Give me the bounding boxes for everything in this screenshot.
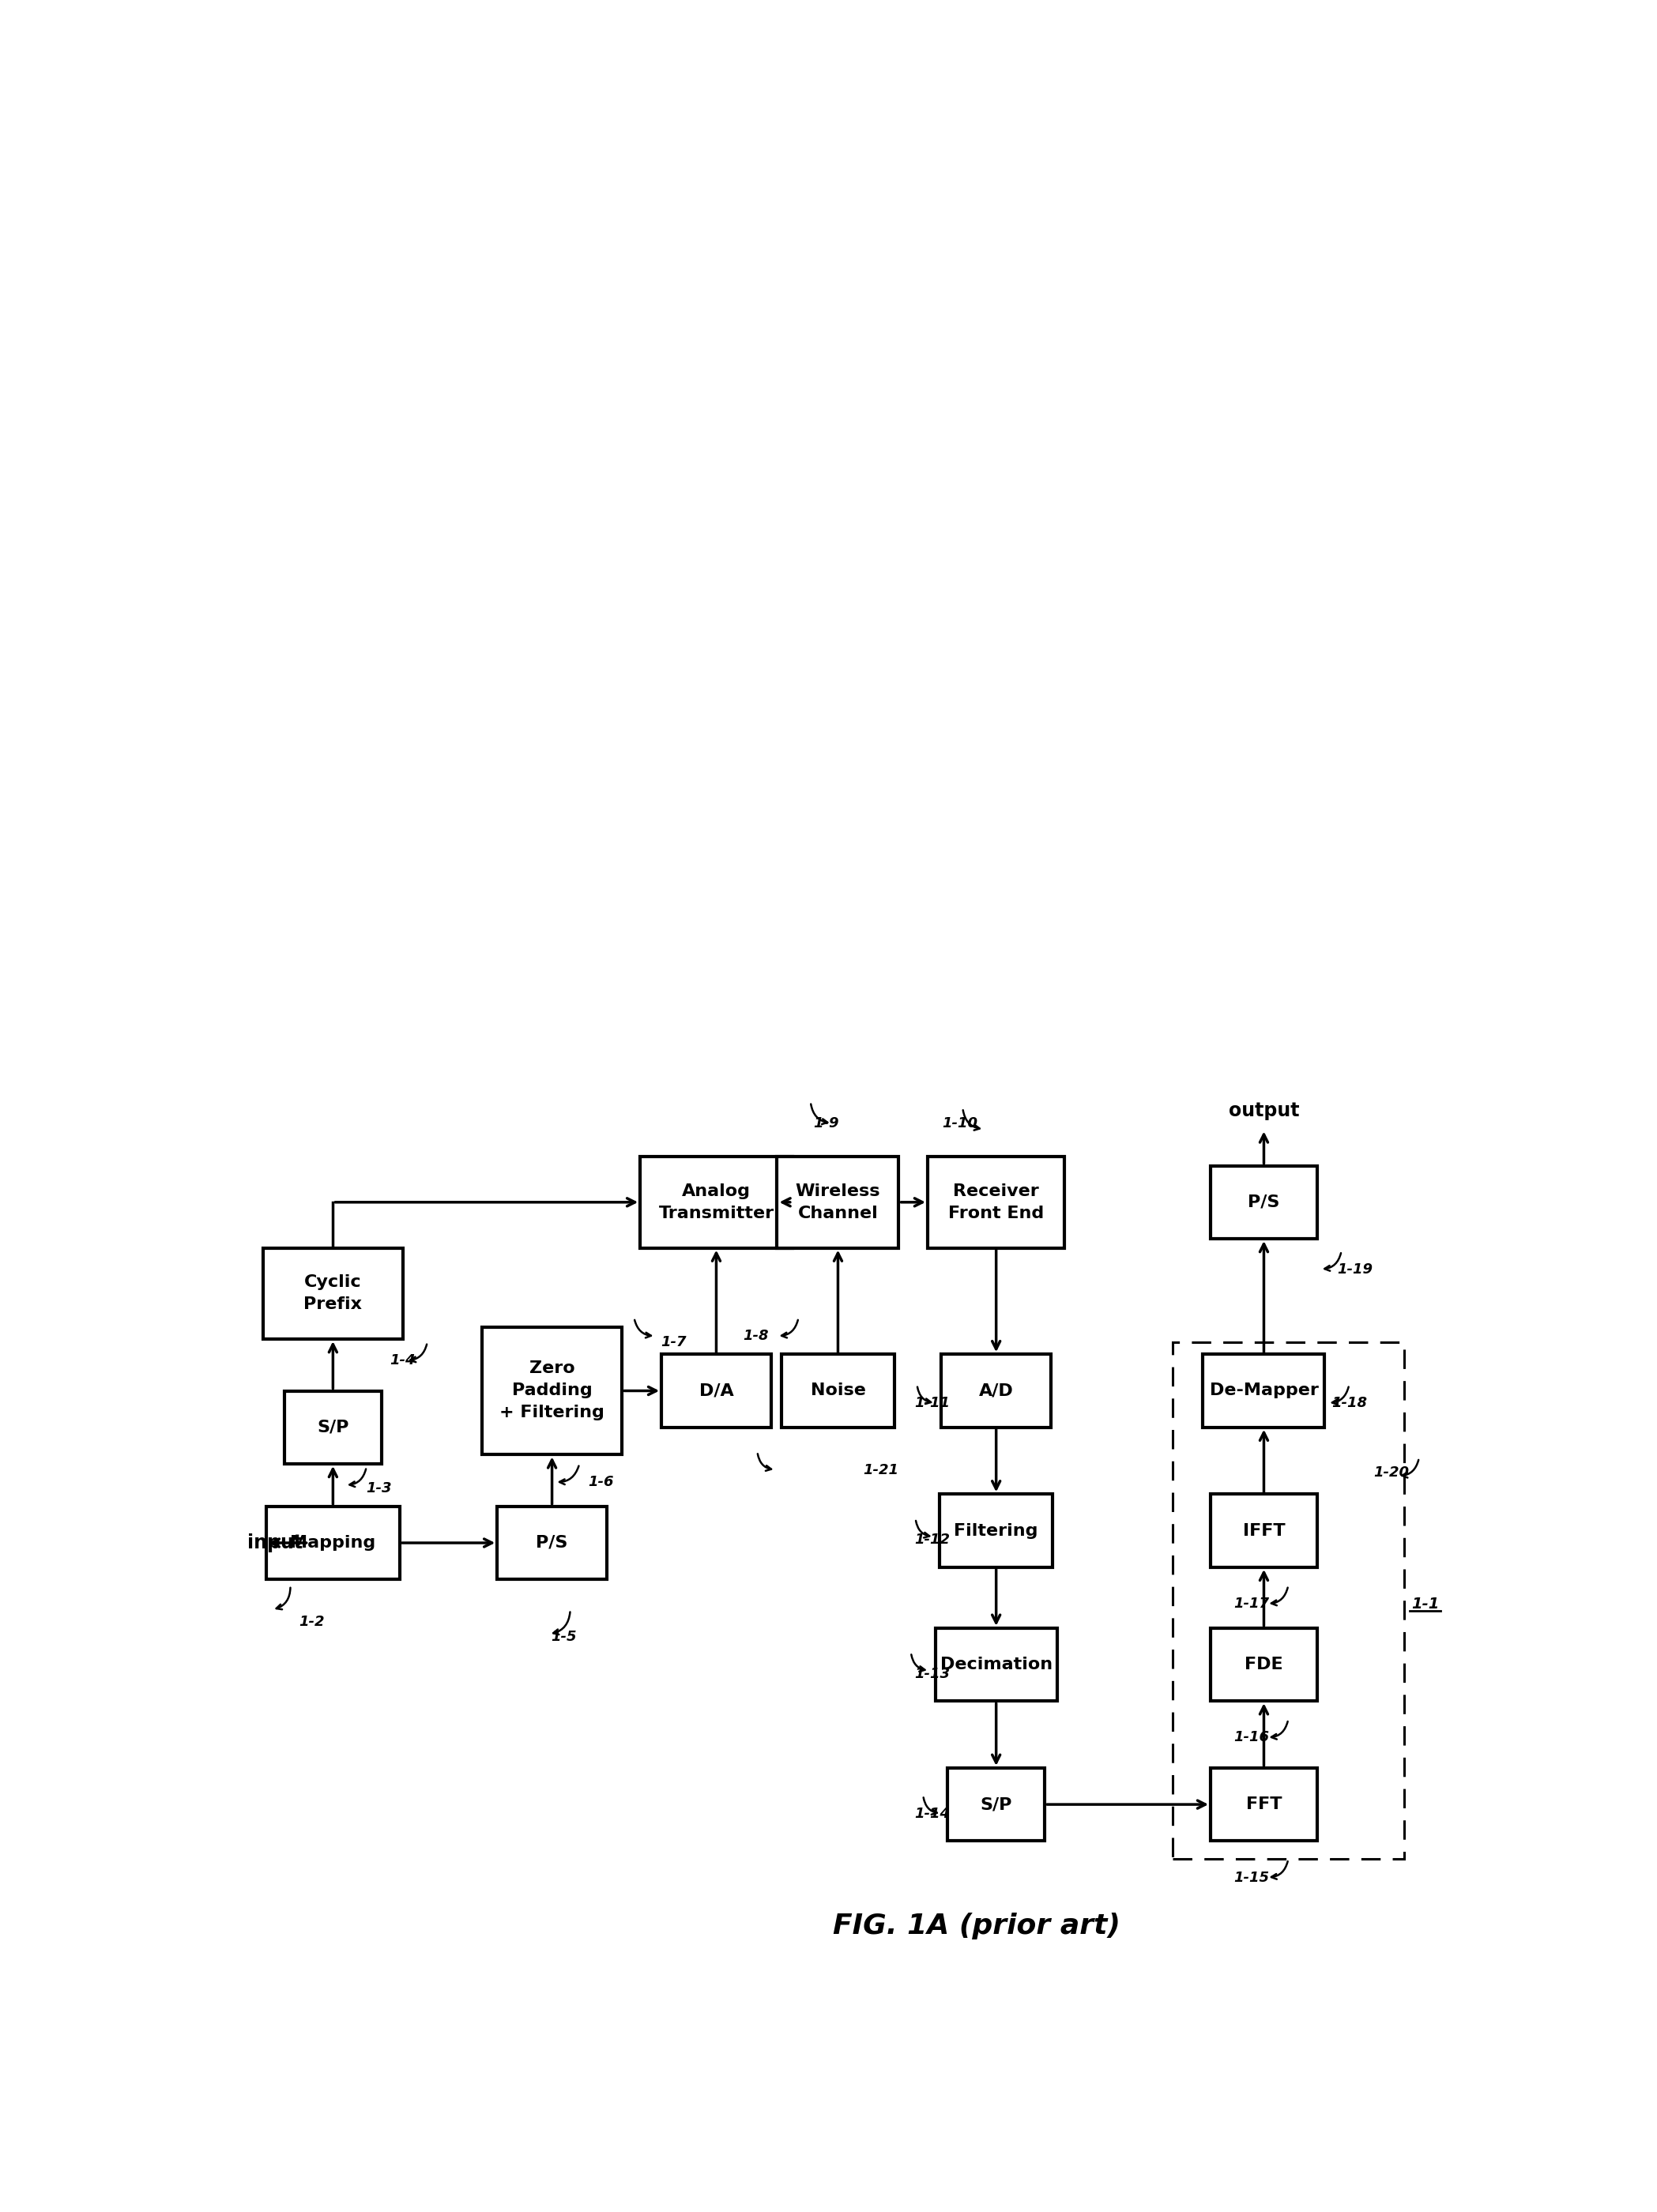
Text: 1-19: 1-19 <box>1337 1263 1374 1276</box>
Text: FIG. 1A (prior art): FIG. 1A (prior art) <box>833 1913 1120 1940</box>
Text: input: input <box>247 1533 303 1553</box>
Text: 1-14: 1-14 <box>915 1807 949 1820</box>
Bar <box>935 1628 1057 1701</box>
Text: 1-3: 1-3 <box>366 1482 391 1495</box>
Text: D/A: D/A <box>699 1382 734 1398</box>
Text: 1-5: 1-5 <box>552 1630 577 1644</box>
Bar <box>1211 1495 1317 1566</box>
Text: 1-4: 1-4 <box>389 1354 416 1367</box>
Bar <box>941 1354 1051 1427</box>
Text: Analog
Transmitter: Analog Transmitter <box>658 1183 774 1221</box>
Bar <box>661 1354 771 1427</box>
Text: 1-2: 1-2 <box>298 1615 325 1628</box>
Bar <box>948 1767 1046 1840</box>
Bar <box>263 1248 403 1338</box>
Text: P/S: P/S <box>1248 1194 1279 1210</box>
Text: 1-18: 1-18 <box>1331 1396 1367 1409</box>
Text: output: output <box>1228 1102 1299 1121</box>
Text: 1-16: 1-16 <box>1234 1730 1269 1745</box>
Text: Noise: Noise <box>810 1382 865 1398</box>
Text: P/S: P/S <box>537 1535 568 1551</box>
Text: 1-8: 1-8 <box>742 1329 769 1343</box>
Text: 1-1: 1-1 <box>1412 1597 1438 1610</box>
Text: S/P: S/P <box>981 1796 1012 1812</box>
Text: FDE: FDE <box>1244 1657 1283 1672</box>
Bar <box>1173 1343 1403 1858</box>
Bar <box>285 1391 381 1464</box>
Text: FFT: FFT <box>1246 1796 1283 1812</box>
Text: 1-12: 1-12 <box>915 1533 949 1546</box>
Bar <box>940 1495 1052 1566</box>
Text: Mapping: Mapping <box>290 1535 376 1551</box>
Text: Cyclic
Prefix: Cyclic Prefix <box>303 1274 363 1312</box>
Bar <box>482 1327 621 1455</box>
Text: 1-17: 1-17 <box>1234 1597 1269 1610</box>
Text: 1-6: 1-6 <box>588 1475 613 1489</box>
Text: 1-9: 1-9 <box>814 1117 838 1130</box>
Text: 1-13: 1-13 <box>915 1666 949 1681</box>
Bar <box>928 1157 1064 1248</box>
Bar <box>1211 1628 1317 1701</box>
Text: Zero
Padding
+ Filtering: Zero Padding + Filtering <box>499 1360 605 1420</box>
Bar <box>1211 1166 1317 1239</box>
Text: 1-11: 1-11 <box>915 1396 949 1409</box>
Bar <box>1211 1767 1317 1840</box>
Text: Wireless
Channel: Wireless Channel <box>795 1183 880 1221</box>
Text: 1-10: 1-10 <box>941 1117 978 1130</box>
Text: 1-15: 1-15 <box>1234 1871 1269 1885</box>
Bar <box>267 1506 399 1579</box>
Bar <box>1203 1354 1324 1427</box>
Text: Receiver
Front End: Receiver Front End <box>948 1183 1044 1221</box>
Text: 1-20: 1-20 <box>1374 1467 1410 1480</box>
Bar <box>640 1157 792 1248</box>
Text: 1-21: 1-21 <box>863 1462 898 1478</box>
Text: IFFT: IFFT <box>1243 1522 1286 1540</box>
Text: Filtering: Filtering <box>954 1522 1039 1540</box>
Bar <box>782 1354 895 1427</box>
Bar <box>777 1157 898 1248</box>
Text: 1-7: 1-7 <box>661 1336 686 1349</box>
Text: De-Mapper: De-Mapper <box>1210 1382 1319 1398</box>
Text: S/P: S/P <box>316 1420 350 1436</box>
Text: A/D: A/D <box>979 1382 1014 1398</box>
Text: Decimation: Decimation <box>940 1657 1052 1672</box>
Bar <box>497 1506 606 1579</box>
